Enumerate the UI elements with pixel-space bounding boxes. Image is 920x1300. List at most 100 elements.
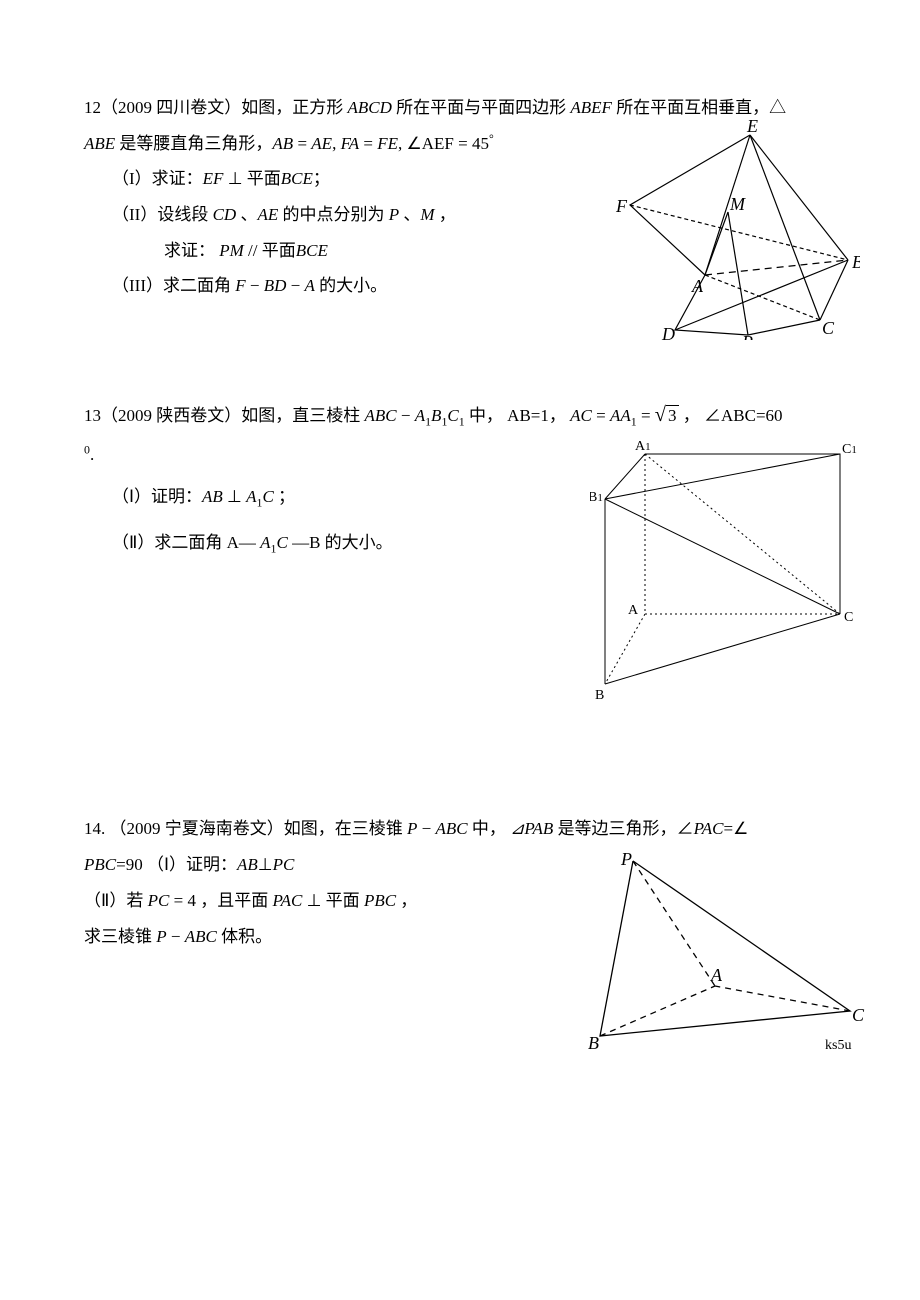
- lbl: （Ⅰ）证明：: [112, 487, 202, 506]
- t: =∠: [723, 819, 748, 838]
- t: ⊥: [258, 855, 273, 874]
- t: P: [407, 819, 417, 838]
- t: ；: [274, 487, 295, 506]
- t: CD: [213, 205, 237, 224]
- t: ， ∠ABC=60: [679, 406, 783, 425]
- src: （2009 陕西卷文）如图，直三棱柱: [101, 406, 365, 425]
- lbl: （III）求二面角: [112, 276, 235, 295]
- problem-13: A1 C1 B1 A C B 13（2009 陕西卷文）如图，直三棱柱 ABC …: [84, 394, 850, 721]
- svg-text:A: A: [628, 603, 639, 618]
- t: −: [167, 927, 185, 946]
- svg-text:A: A: [691, 276, 704, 296]
- t: ABEF: [570, 98, 612, 117]
- t: ，且平面: [196, 891, 273, 910]
- t: PM: [219, 241, 244, 260]
- t: 所在平面互相垂直，△: [612, 98, 786, 117]
- t: AE: [257, 205, 278, 224]
- lbl: （Ⅰ）证明：: [143, 855, 237, 874]
- t: P: [389, 205, 399, 224]
- svg-text:B: B: [595, 688, 604, 703]
- t: 、: [236, 205, 257, 224]
- t: AB: [237, 855, 258, 874]
- svg-text:C: C: [822, 318, 835, 338]
- t: −: [397, 406, 415, 425]
- t: 的大小。: [315, 276, 387, 295]
- t: A: [260, 533, 270, 552]
- t: PAB: [524, 819, 553, 838]
- part-2: （Ⅱ）若 PC = 4 ，且平面 PAC ⊥ 平面 PBC ，: [84, 891, 417, 910]
- eq: AE: [311, 134, 332, 153]
- svg-text:E: E: [746, 120, 758, 136]
- t: ⊿: [510, 819, 524, 838]
- t: 中，: [468, 819, 511, 838]
- lbl: （II）设线段: [112, 205, 213, 224]
- t: B: [431, 406, 441, 425]
- t: AB: [202, 487, 223, 506]
- t: =90: [116, 855, 143, 874]
- eq: ∠AEF: [407, 134, 454, 153]
- t: ABCD: [348, 98, 392, 117]
- t: AC: [570, 406, 592, 425]
- t: BCE: [296, 241, 328, 260]
- svg-text:F: F: [615, 196, 628, 216]
- svg-text:M: M: [729, 194, 746, 214]
- src: （2009 四川卷文）如图，正方形: [101, 98, 348, 117]
- svg-text:D: D: [661, 324, 675, 340]
- watermark-text: ks5u: [825, 1038, 851, 1051]
- svg-text:P: P: [741, 332, 753, 340]
- problem-12: E F M A B D P C 12（2009 四川卷文）如图，正方形 ABCD…: [84, 90, 850, 304]
- t: .: [90, 445, 94, 464]
- t: A: [246, 487, 256, 506]
- t: ABC: [365, 406, 397, 425]
- svg-text:B1: B1: [590, 490, 603, 505]
- t: P: [156, 927, 166, 946]
- t: PBC: [84, 855, 116, 874]
- t: AA: [610, 406, 631, 425]
- t: ABC: [185, 927, 217, 946]
- lbl: （Ⅱ）若: [84, 891, 148, 910]
- svg-text:B: B: [588, 1033, 599, 1051]
- problem-14: P A B C ks5u 14. （2009 宁夏海南卷文）如图，在三棱锥 P …: [84, 811, 850, 954]
- svg-text:C1: C1: [842, 442, 857, 457]
- t: ，: [435, 205, 456, 224]
- t: PAC: [272, 891, 302, 910]
- eq: 45: [472, 134, 489, 153]
- figure-14: P A B C ks5u: [585, 851, 870, 1051]
- eq: FA: [341, 134, 360, 153]
- t: 中， AB=1，: [465, 406, 570, 425]
- problem-number: 14: [84, 819, 101, 838]
- t: F: [235, 276, 245, 295]
- svg-text:C: C: [844, 610, 853, 625]
- t: 所在平面与平面四边形: [392, 98, 571, 117]
- svg-text:P: P: [620, 851, 632, 869]
- t: =: [637, 406, 655, 425]
- eq: AB: [272, 134, 293, 153]
- t: ⊥ 平面: [223, 169, 280, 188]
- lbl: （I）求证：: [112, 169, 203, 188]
- t: ABC: [435, 819, 467, 838]
- t: 求三棱锥: [84, 927, 156, 946]
- problem-number: 13: [84, 406, 101, 425]
- problem-number: 12: [84, 98, 101, 117]
- t: 体积。: [217, 927, 272, 946]
- svg-text:B: B: [852, 252, 860, 272]
- t: ⊥ 平面: [302, 891, 364, 910]
- src: （2009 宁夏海南卷文）如图，在三棱锥: [110, 819, 408, 838]
- t: BD: [264, 276, 287, 295]
- t: −: [286, 276, 304, 295]
- t: = 4: [169, 891, 196, 910]
- t2: 、: [399, 205, 420, 224]
- t: PAC: [694, 819, 724, 838]
- t: PBC: [364, 891, 396, 910]
- t: 求证：: [164, 241, 219, 260]
- t: C: [277, 533, 288, 552]
- t: C: [262, 487, 273, 506]
- t: —B 的大小。: [288, 533, 393, 552]
- t: ，: [396, 891, 417, 910]
- t: // 平面: [244, 241, 296, 260]
- t: M: [420, 205, 434, 224]
- sqrt-icon: √3: [655, 394, 679, 437]
- t: ；: [313, 169, 330, 188]
- t: A: [304, 276, 314, 295]
- t: ⊥: [223, 487, 246, 506]
